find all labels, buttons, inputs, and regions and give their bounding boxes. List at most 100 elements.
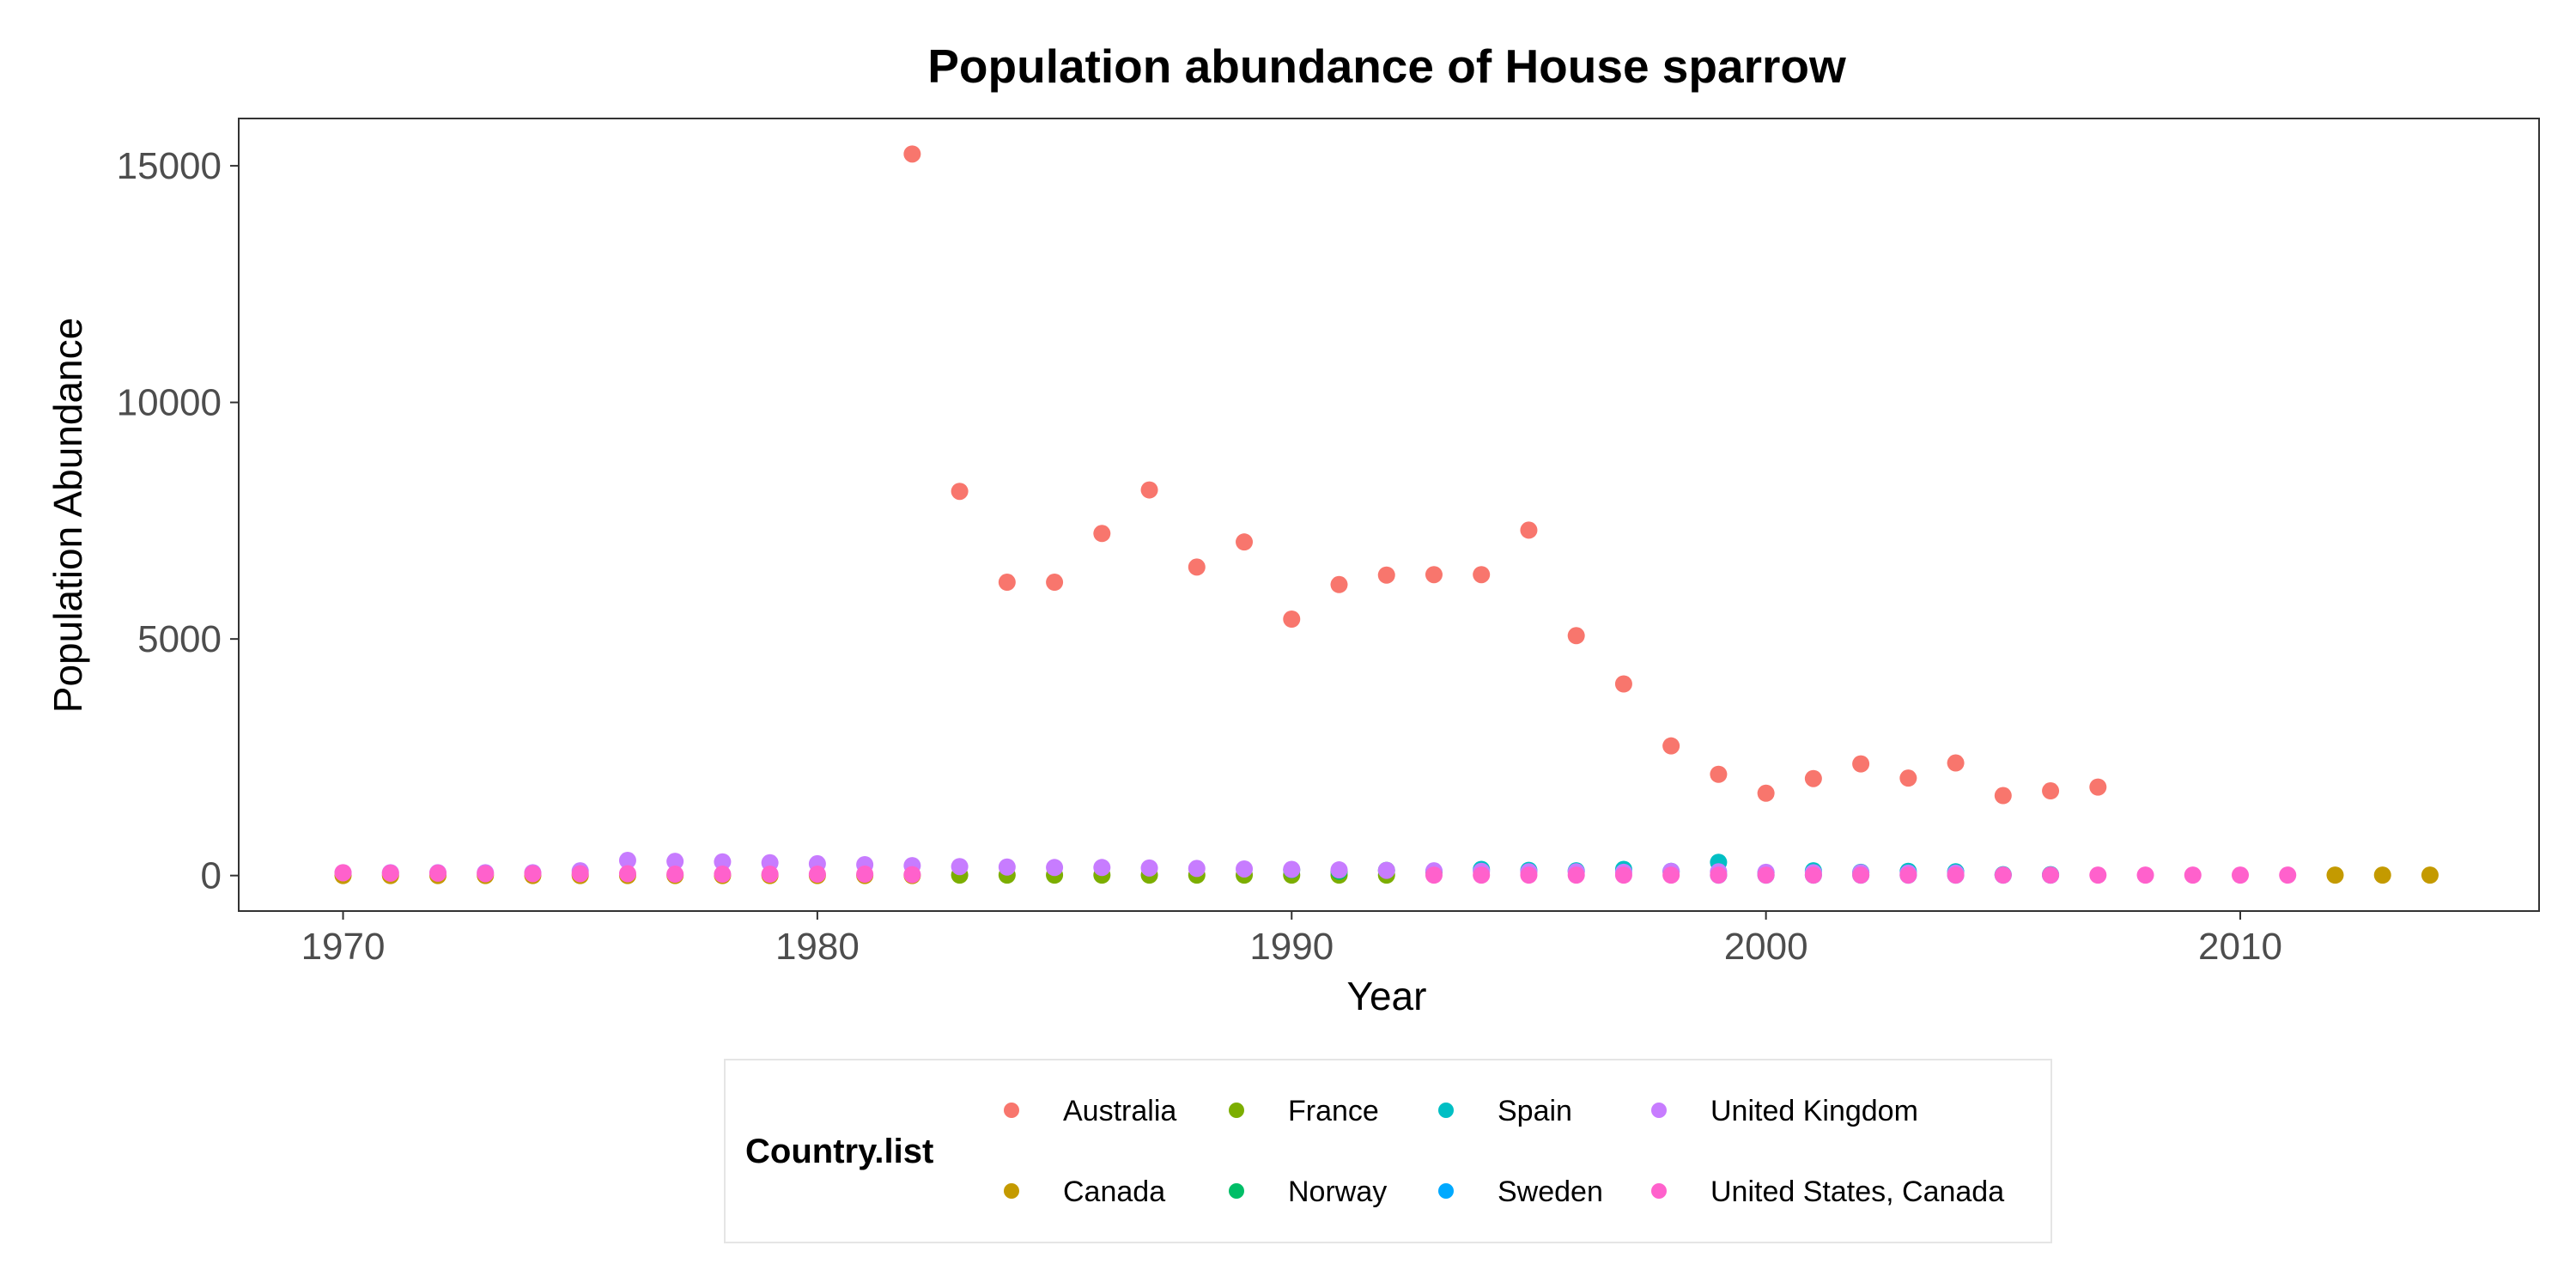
point-australia	[1236, 533, 1254, 551]
legend: Country.list Australia Canada France Norway…	[724, 1059, 2052, 1243]
point-united-states-canada	[1710, 866, 1728, 884]
legend-label: France	[1288, 1095, 1379, 1127]
point-united-kingdom	[714, 853, 732, 871]
point-united-states-canada	[428, 864, 447, 882]
point-australia	[2042, 782, 2060, 800]
point-australia	[1994, 787, 2012, 805]
point-united-states-canada	[856, 866, 874, 884]
point-united-states-canada	[2089, 866, 2107, 884]
point-australia	[1140, 481, 1158, 499]
point-canada	[2326, 866, 2344, 884]
point-united-kingdom	[1188, 860, 1206, 878]
x-tick-label: 2010	[2198, 926, 2282, 968]
legend-label: United States, Canada	[1710, 1176, 2004, 1208]
point-australia	[903, 145, 921, 163]
legend-box	[724, 1059, 2052, 1243]
point-united-states-canada	[1852, 866, 1870, 884]
point-australia	[998, 574, 1016, 592]
point-united-states-canada	[1757, 866, 1775, 884]
x-tick-label: 1980	[775, 926, 860, 968]
point-australia	[1567, 627, 1585, 645]
chart-title: Population abundance of House sparrow	[927, 39, 1846, 93]
point-united-states-canada	[524, 865, 542, 883]
legend-label: Spain	[1498, 1095, 1572, 1127]
point-united-states-canada	[477, 865, 495, 883]
point-united-kingdom	[1093, 859, 1111, 877]
legend-key	[1651, 1103, 1667, 1118]
legend-label: Canada	[1063, 1176, 1165, 1208]
point-united-states-canada	[666, 866, 684, 884]
point-united-states-canada	[903, 866, 921, 884]
y-tick-label: 0	[201, 855, 222, 897]
point-united-states-canada	[1947, 866, 1965, 884]
point-australia	[1188, 558, 1206, 576]
point-united-states-canada	[1520, 866, 1538, 884]
point-united-states-canada	[761, 866, 779, 884]
x-axis: 1970 1980 1990 2000 2010	[301, 911, 2282, 968]
point-united-kingdom	[951, 858, 969, 876]
point-australia	[1377, 566, 1395, 584]
point-united-kingdom	[1377, 861, 1395, 879]
point-australia	[1046, 574, 1064, 592]
point-united-states-canada	[2184, 866, 2202, 884]
point-australia	[1425, 566, 1443, 584]
point-united-states-canada	[334, 864, 352, 882]
legend-label: Norway	[1288, 1176, 1387, 1208]
legend-key	[1004, 1183, 1019, 1199]
legend-key	[1229, 1183, 1244, 1199]
point-united-kingdom	[1046, 859, 1064, 877]
legend-title: Country.list	[745, 1133, 933, 1170]
point-united-states-canada	[618, 865, 636, 883]
point-australia	[1757, 784, 1775, 802]
legend-key	[1004, 1103, 1019, 1118]
point-united-kingdom	[666, 853, 684, 871]
point-australia	[1710, 765, 1728, 783]
x-tick-label: 2000	[1724, 926, 1808, 968]
point-united-states-canada	[1567, 866, 1585, 884]
point-australia	[1283, 611, 1301, 629]
point-australia	[1520, 521, 1538, 539]
legend-label: United Kingdom	[1710, 1095, 1918, 1127]
point-united-states-canada	[2136, 866, 2154, 884]
point-australia	[1899, 769, 1917, 787]
point-united-kingdom	[1140, 859, 1158, 877]
point-australia	[951, 483, 969, 501]
point-canada	[2373, 866, 2391, 884]
point-united-states-canada	[1614, 866, 1632, 884]
point-united-states-canada	[1994, 866, 2012, 884]
y-tick-label: 15000	[117, 145, 222, 187]
legend-label: Sweden	[1498, 1176, 1603, 1208]
point-united-kingdom	[1283, 860, 1301, 878]
point-canada	[2421, 866, 2439, 884]
point-australia	[1614, 675, 1632, 693]
point-australia	[2089, 778, 2107, 796]
point-united-states-canada	[1473, 866, 1491, 884]
point-united-states-canada	[571, 865, 589, 883]
point-australia	[1093, 525, 1111, 543]
point-united-kingdom	[618, 852, 636, 870]
y-tick-label: 10000	[117, 382, 222, 424]
legend-key	[1438, 1103, 1454, 1118]
point-united-states-canada	[714, 866, 732, 884]
point-australia	[1804, 769, 1822, 787]
point-united-states-canada	[1662, 866, 1680, 884]
plot-panel	[238, 118, 2540, 912]
legend-label: Australia	[1063, 1095, 1176, 1127]
x-axis-title: Year	[1347, 974, 1427, 1018]
legend-key	[1438, 1183, 1454, 1199]
legend-key	[1651, 1183, 1667, 1199]
point-united-states-canada	[1425, 866, 1443, 884]
point-united-kingdom	[1330, 861, 1348, 879]
x-tick-label: 1990	[1249, 926, 1334, 968]
point-australia	[1852, 755, 1870, 773]
y-tick-label: 5000	[137, 618, 222, 660]
point-united-states-canada	[381, 864, 399, 882]
point-united-kingdom	[1236, 860, 1254, 878]
point-australia	[1947, 754, 1965, 772]
y-axis: 0 5000 10000 15000	[117, 145, 239, 897]
legend-items: Australia Canada France Norway Spain Sweden Un…	[1004, 1095, 2004, 1208]
point-united-states-canada	[808, 866, 826, 884]
point-australia	[1330, 575, 1348, 593]
data-points	[334, 145, 2439, 884]
